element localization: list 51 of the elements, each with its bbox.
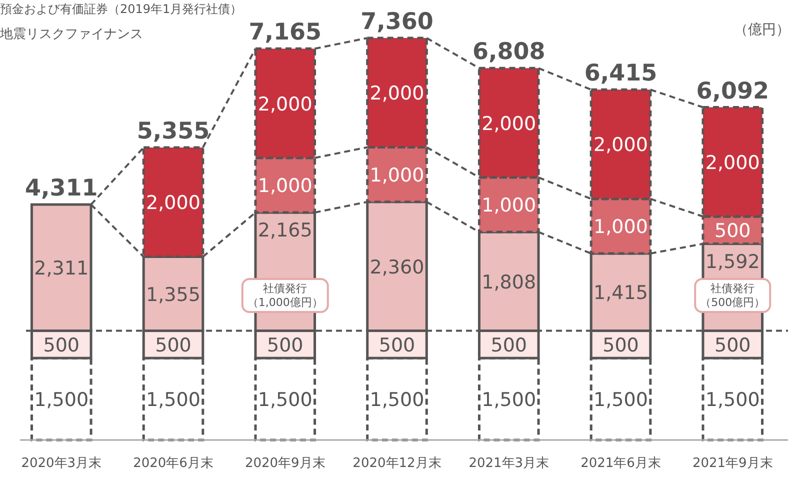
total-label: 5,355: [136, 118, 210, 145]
data-label: 2,311: [34, 258, 89, 280]
data-label: 500: [714, 220, 751, 242]
data-label: 1,500: [370, 389, 424, 412]
total-label: 6,808: [472, 39, 546, 66]
total-label: 4,311: [24, 176, 98, 202]
data-label: 1,500: [705, 389, 760, 412]
total-label: 7,165: [248, 20, 322, 46]
data-label: 2,165: [258, 220, 312, 242]
annotation: 社債発行（500億円）: [700, 282, 766, 309]
data-label: 500: [602, 334, 639, 356]
data-label: 1,592: [705, 250, 760, 273]
annotation: 地震リスクファイナンス: [0, 27, 143, 42]
data-label: 2,360: [370, 256, 424, 278]
data-label: 2,000: [258, 93, 312, 116]
data-label: 2,000: [146, 192, 200, 214]
data-label: 1,415: [594, 282, 648, 304]
data-label: 500: [155, 334, 192, 356]
text: 預金および有価証券（2019年1月発行社債）: [0, 2, 242, 16]
x-tick-label: 2020年12月末: [352, 456, 442, 471]
data-label: 1,000: [370, 164, 424, 187]
total-label: 6,415: [584, 60, 658, 87]
data-label: 1,500: [258, 389, 312, 412]
data-label: 2,000: [594, 134, 648, 156]
x-tick-label: 2020年9月末: [244, 456, 326, 471]
data-label: 2,000: [705, 152, 760, 174]
data-label: 2,000: [482, 112, 536, 135]
x-tick-label: 2021年6月末: [580, 456, 661, 471]
data-label: 1,000: [594, 216, 648, 238]
total-label: 7,360: [360, 9, 434, 35]
annotation: （億円）: [734, 22, 790, 38]
data-label: 1,500: [146, 389, 200, 412]
annotation: 社債発行（1,000億円）: [247, 282, 323, 309]
data-label: 500: [266, 334, 304, 356]
data-label: 500: [43, 334, 80, 356]
data-label: 2,000: [370, 82, 424, 105]
data-label: 1,500: [482, 389, 536, 412]
data-label: 1,355: [146, 284, 200, 306]
data-label: 500: [490, 334, 528, 356]
data-label: 1,000: [482, 194, 536, 217]
data-label: 1,808: [482, 271, 536, 294]
x-tick-label: 2020年3月末: [21, 456, 102, 471]
x-tick-label: 2021年9月末: [692, 456, 773, 471]
total-label: 6,092: [696, 78, 770, 104]
data-label: 1,000: [258, 175, 312, 198]
x-tick-label: 2021年3月末: [468, 456, 550, 471]
x-tick-label: 2020年6月末: [133, 456, 214, 471]
data-label: 1,500: [594, 389, 648, 412]
data-label: 500: [714, 334, 751, 356]
data-label: 500: [378, 334, 416, 356]
data-label: 1,500: [34, 389, 89, 412]
